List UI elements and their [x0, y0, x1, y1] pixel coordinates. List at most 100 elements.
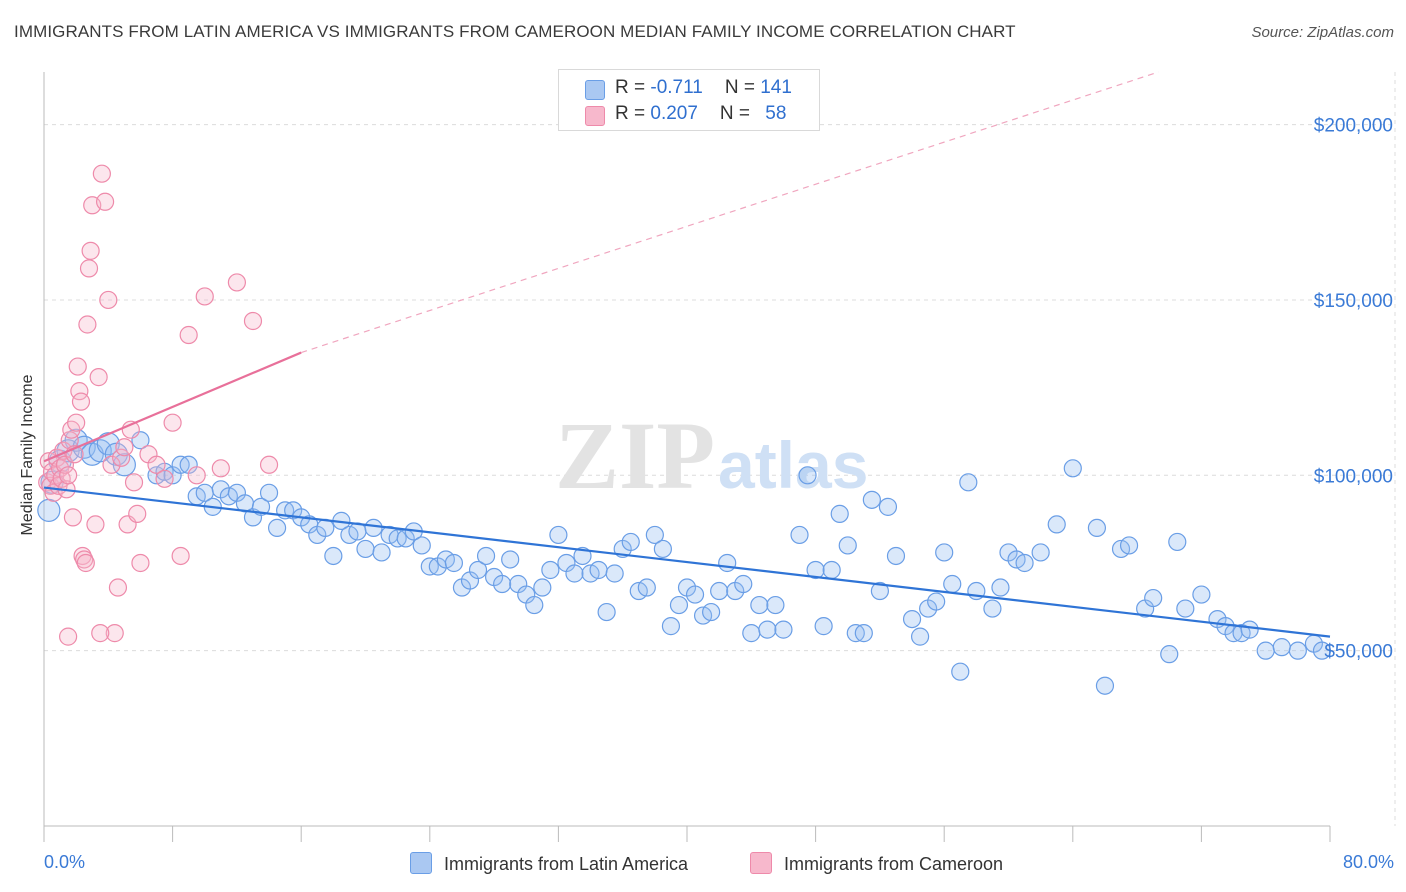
point-latin-america — [1031, 543, 1050, 562]
legend-r-label: R = — [615, 77, 651, 98]
legend-row-cameroon: R = 0.207 N = 58 — [559, 103, 819, 127]
point-cameroon — [105, 624, 124, 643]
point-latin-america — [702, 602, 721, 622]
point-latin-america — [1192, 585, 1211, 604]
point-latin-america — [734, 574, 753, 594]
point-cameroon — [124, 473, 144, 492]
point-latin-america — [814, 617, 833, 636]
trendline-latin-america — [43, 486, 1331, 638]
point-cameroon — [78, 315, 97, 334]
point-cameroon — [243, 311, 263, 331]
x-tick-label-min: 0.0% — [44, 852, 86, 872]
point-latin-america — [637, 578, 656, 597]
point-cameroon — [171, 546, 190, 566]
point-cameroon — [92, 164, 111, 183]
point-cameroon — [67, 413, 86, 432]
point-latin-america — [1095, 676, 1115, 695]
legend-n-label: N = — [724, 77, 761, 98]
point-latin-america — [356, 539, 375, 559]
point-latin-america — [324, 546, 343, 566]
y-tick-label: $150,000 — [1314, 291, 1393, 312]
point-latin-america — [1312, 641, 1332, 660]
point-latin-america — [533, 578, 552, 597]
legend-swatch-pink — [585, 106, 605, 126]
point-latin-america — [822, 560, 841, 580]
point-latin-america — [1168, 532, 1187, 552]
chart-title: IMMIGRANTS FROM LATIN AMERICA VS IMMIGRA… — [14, 22, 1016, 41]
point-latin-america — [372, 543, 391, 562]
point-latin-america — [959, 473, 978, 492]
point-latin-america — [685, 585, 705, 604]
point-latin-america — [37, 498, 61, 522]
point-latin-america — [669, 595, 689, 615]
point-latin-america — [653, 539, 672, 559]
point-latin-america — [1272, 638, 1291, 657]
series-swatch-blue — [410, 852, 432, 874]
point-cameroon — [128, 504, 147, 523]
watermark-zip: ZIP — [555, 402, 715, 509]
point-cameroon — [79, 259, 99, 278]
x-tick-label-max: 80.0% — [1342, 852, 1394, 872]
point-latin-america — [870, 581, 890, 601]
point-latin-america — [541, 560, 560, 580]
point-latin-america — [798, 466, 817, 485]
point-latin-america — [742, 624, 761, 643]
point-latin-america — [621, 532, 640, 552]
point-cameroon — [155, 469, 174, 488]
point-latin-america — [412, 536, 431, 555]
point-cameroon — [63, 508, 83, 527]
series-swatch-pink — [750, 852, 772, 874]
trendline-cameroon-extension — [301, 71, 1159, 354]
point-latin-america — [983, 599, 1002, 618]
point-latin-america — [910, 627, 930, 646]
point-cameroon — [163, 413, 182, 432]
point-latin-america — [750, 595, 769, 615]
point-latin-america — [444, 553, 464, 573]
series-legend-cameroon[interactable]: Immigrants from Cameroon — [750, 852, 1003, 875]
point-cameroon — [259, 455, 279, 474]
point-latin-america — [573, 546, 592, 566]
series-legend-latin-america[interactable]: Immigrants from Latin America — [410, 852, 688, 875]
point-cameroon — [59, 466, 78, 485]
point-latin-america — [1015, 553, 1034, 573]
point-latin-america — [1288, 641, 1307, 660]
point-cameroon — [227, 273, 246, 292]
watermark-atlas: atlas — [718, 428, 868, 502]
point-latin-america — [476, 546, 496, 566]
source-label: Source: ZipAtlas.com — [1251, 24, 1394, 41]
legend-n-value: 141 — [760, 77, 792, 98]
point-cameroon — [179, 325, 198, 345]
point-latin-america — [1087, 518, 1107, 538]
trendline-cameroon — [43, 351, 302, 463]
point-latin-america — [661, 617, 681, 636]
point-cameroon — [86, 515, 105, 534]
series-legend-label: Immigrants from Cameroon — [784, 854, 1004, 874]
point-latin-america — [718, 553, 737, 573]
point-latin-america — [1119, 536, 1139, 555]
point-latin-america — [774, 620, 793, 639]
point-latin-america — [878, 497, 898, 516]
legend-row-latin-america: R = -0.711 N = 141 — [559, 77, 819, 101]
point-latin-america — [902, 609, 922, 629]
point-cameroon — [102, 455, 121, 474]
y-tick-label: $50,000 — [1324, 642, 1393, 663]
series-legend-label: Immigrants from Latin America — [444, 854, 689, 874]
point-latin-america — [838, 536, 857, 555]
point-latin-america — [1256, 641, 1275, 660]
point-latin-america — [589, 560, 608, 580]
point-latin-america — [1240, 620, 1259, 639]
legend-r-value: -0.711 — [650, 77, 703, 98]
point-latin-america — [605, 564, 624, 583]
legend-r-value: 0.207 — [650, 103, 698, 124]
point-cameroon — [187, 466, 206, 485]
point-latin-america — [758, 620, 777, 639]
point-cameroon — [68, 357, 87, 376]
point-cameroon — [115, 438, 134, 457]
legend-n-label: N = — [719, 103, 756, 124]
point-latin-america — [710, 581, 729, 601]
point-latin-america — [927, 592, 946, 611]
point-latin-america — [862, 490, 881, 509]
series-legend: Immigrants from Latin America Immigrants… — [0, 852, 1406, 878]
point-latin-america — [1144, 588, 1163, 608]
